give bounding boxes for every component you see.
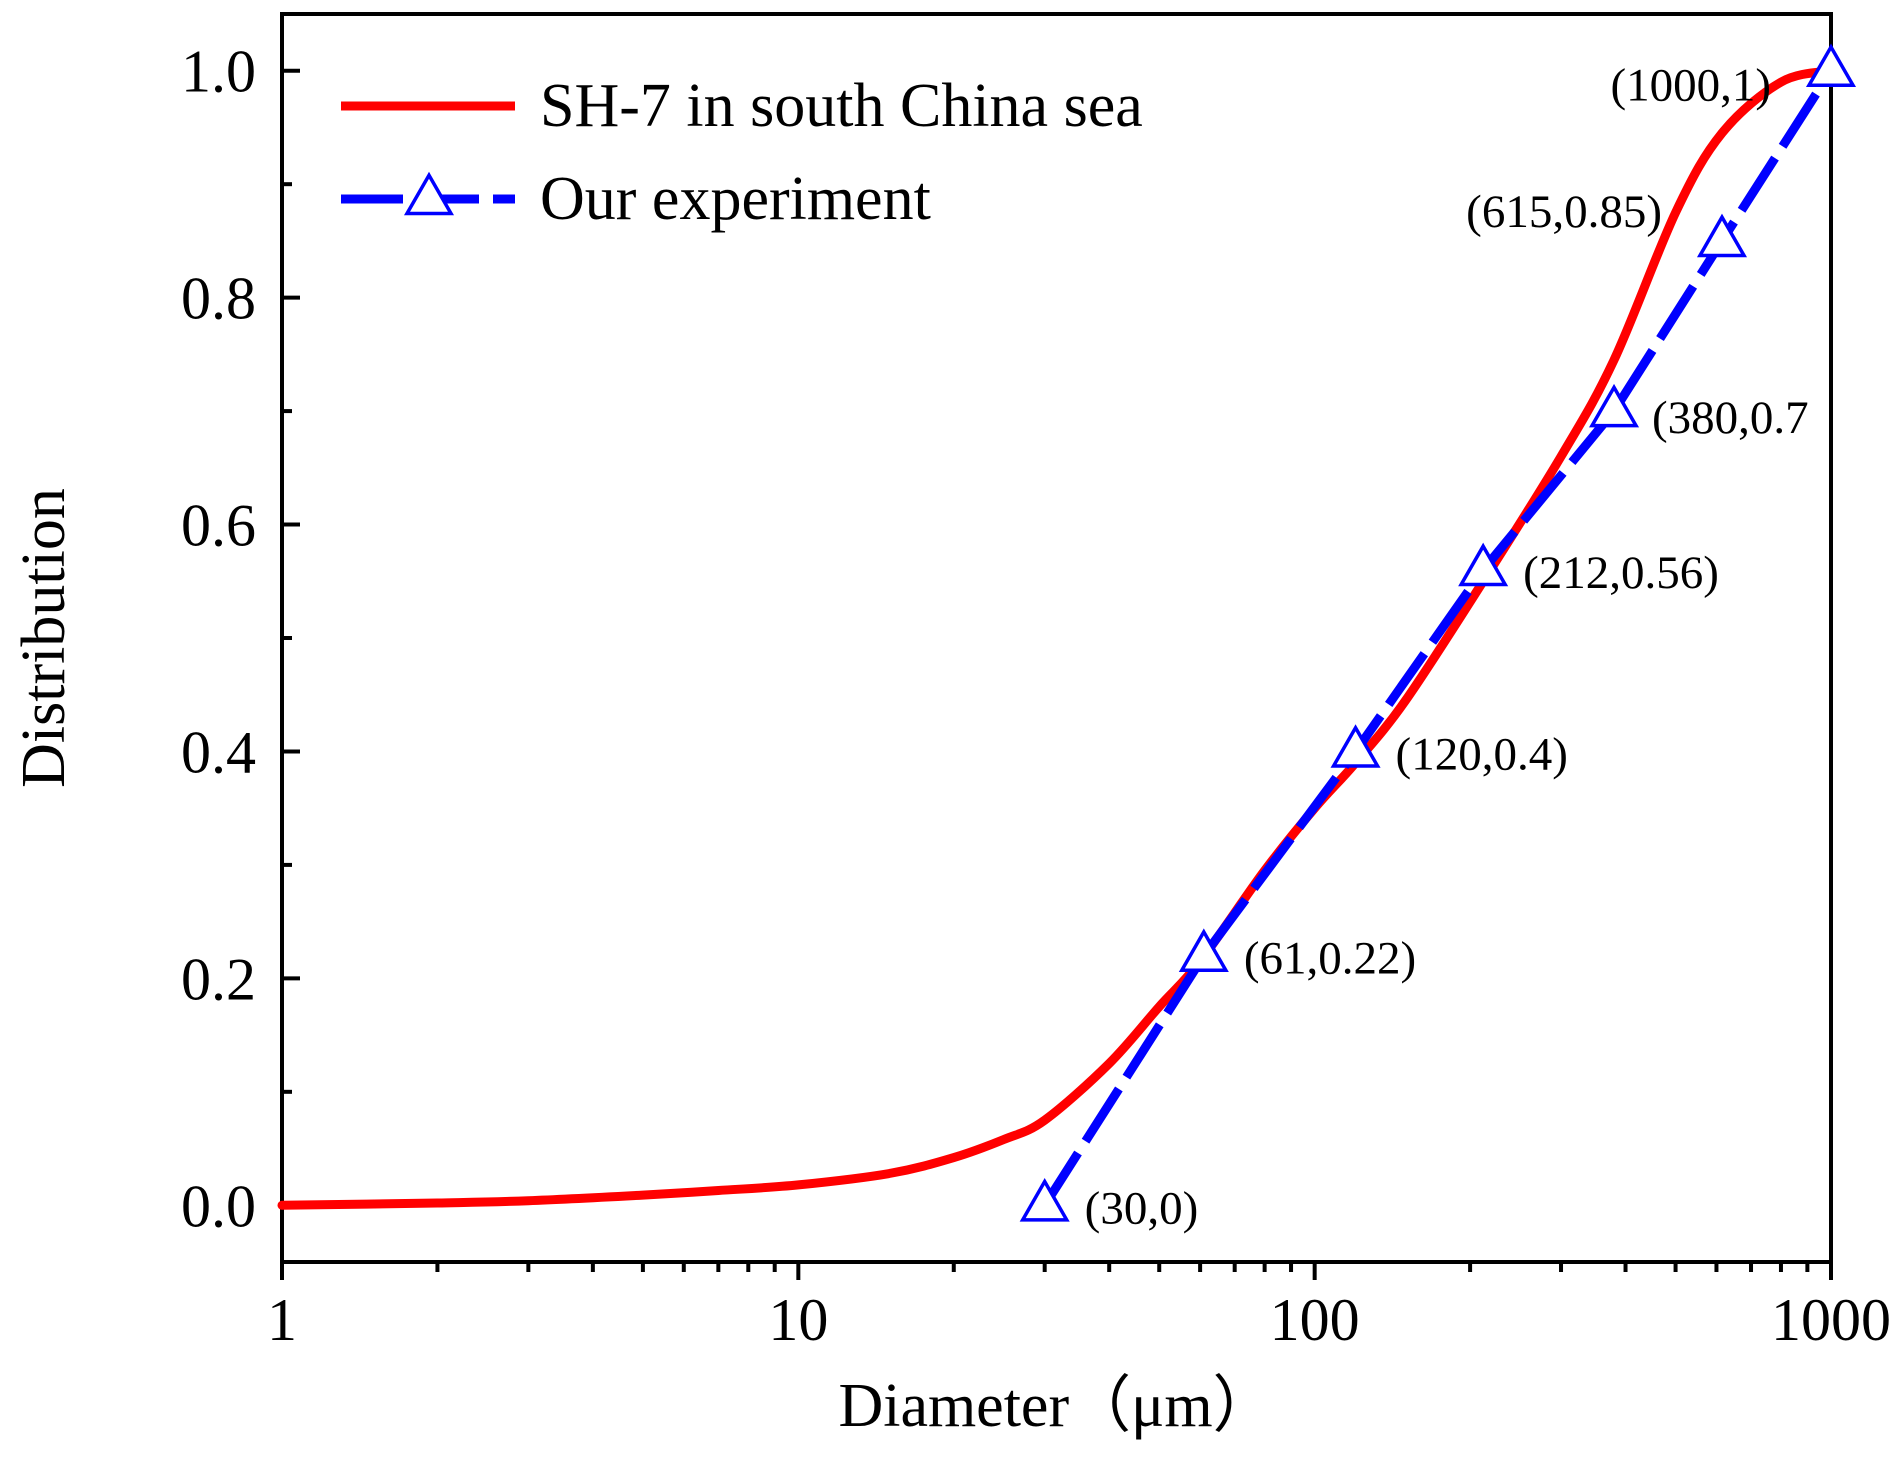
- x-tick-label: 100: [1270, 1287, 1360, 1353]
- data-label: (1000,1): [1610, 60, 1771, 112]
- y-tick-label: 0.8: [181, 266, 256, 332]
- data-point-marker: [1330, 724, 1381, 768]
- data-label: (120,0.4): [1396, 728, 1568, 780]
- data-point-marker: [1019, 1178, 1070, 1222]
- data-label: (212,0.56): [1523, 547, 1719, 599]
- series-layer: [277, 43, 1857, 1222]
- data-point-marker: [1178, 928, 1229, 972]
- data-point-marker: [1589, 383, 1640, 428]
- x-tick-label: 1000: [1771, 1287, 1891, 1353]
- data-label: (61,0.22): [1244, 933, 1416, 985]
- data-label: (380,0.7: [1652, 392, 1809, 444]
- legend-label-experiment: Our experiment: [540, 165, 931, 233]
- annotations: (30,0) (61,0.22) (120,0.4) (212,0.56) (380,0…: [1085, 60, 1809, 1235]
- data-label: (30,0): [1085, 1182, 1199, 1234]
- y-tick-label: 0.4: [181, 719, 256, 785]
- x-axis-ticks: 1 10 100 1000: [267, 1262, 1891, 1353]
- data-point-marker: [1458, 542, 1509, 587]
- legend-marker-experiment: [403, 171, 455, 216]
- x-tick-label: 10: [768, 1287, 828, 1353]
- data-point-marker: [1696, 213, 1748, 258]
- y-tick-label: 1.0: [181, 39, 256, 105]
- y-tick-label: 0.6: [181, 493, 256, 559]
- x-axis-title: Diameter（μm）: [838, 1372, 1274, 1440]
- y-tick-label: 0.2: [181, 946, 256, 1012]
- x-tick-label: 1: [267, 1287, 297, 1353]
- y-axis-title: Distribution: [10, 488, 78, 788]
- y-axis-ticks: 0.0 0.2 0.4 0.6 0.8 1.0: [181, 39, 300, 1239]
- data-label: (615,0.85): [1466, 186, 1662, 238]
- y-tick-label: 0.0: [181, 1173, 256, 1239]
- data-point-marker: [1805, 43, 1857, 88]
- legend-label-sh7: SH-7 in south China sea: [540, 72, 1143, 140]
- legend: SH-7 in south China sea Our experiment: [341, 72, 1143, 233]
